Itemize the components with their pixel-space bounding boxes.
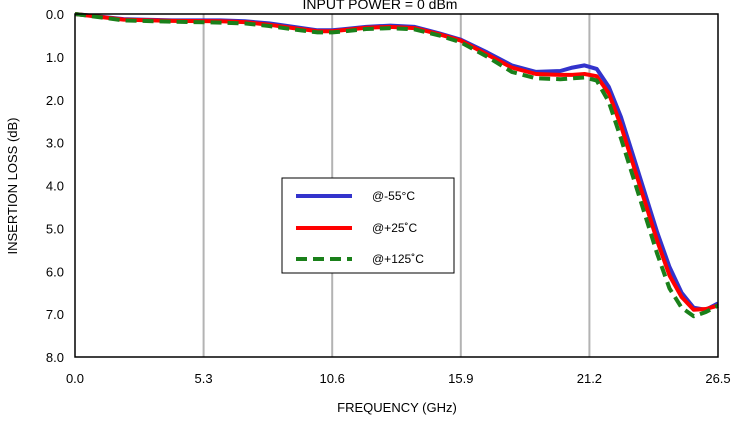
x-tick-label: 15.9: [448, 371, 473, 386]
plot-area: [74, 13, 719, 358]
y-tick-label: 7.0: [46, 307, 64, 322]
legend-label: @+125˚C: [372, 252, 424, 266]
x-tick-label: 21.2: [577, 371, 602, 386]
y-tick-label: 3.0: [46, 136, 64, 151]
y-tick-label: 2.0: [46, 93, 64, 108]
x-tick-label: 5.3: [195, 371, 213, 386]
y-axis-label: INSERTION LOSS (dB): [5, 117, 20, 254]
y-tick-label: 1.0: [46, 50, 64, 65]
x-axis-label: FREQUENCY (GHz): [337, 400, 457, 415]
x-tick-label: 0.0: [66, 371, 84, 386]
legend-label: @-55°C: [372, 189, 415, 203]
legend: @-55°C @+25˚C @+125˚C: [281, 177, 455, 274]
grid-lines: [202, 14, 591, 357]
chart-title: INPUT POWER = 0 dBm: [303, 0, 458, 12]
y-tick-label: 6.0: [46, 264, 64, 279]
y-tick-label: 0.0: [46, 7, 64, 22]
legend-box: [281, 177, 455, 274]
series-line-3: [74, 12, 719, 319]
x-axis-ticks: 0.0 5.3 10.6 15.9 21.2 26.5: [66, 371, 731, 386]
series-layer: [74, 12, 719, 319]
y-tick-label: 5.0: [46, 221, 64, 236]
x-tick-label: 26.5: [705, 371, 730, 386]
x-tick-label: 10.6: [320, 371, 345, 386]
y-axis-ticks: 0.0 1.0 2.0 3.0 4.0 5.0 6.0 7.0 8.0: [46, 7, 64, 365]
y-tick-label: 4.0: [46, 179, 64, 194]
legend-label: @+25˚C: [372, 221, 418, 235]
series-line-2: [74, 12, 719, 312]
y-tick-label: 8.0: [46, 350, 64, 365]
